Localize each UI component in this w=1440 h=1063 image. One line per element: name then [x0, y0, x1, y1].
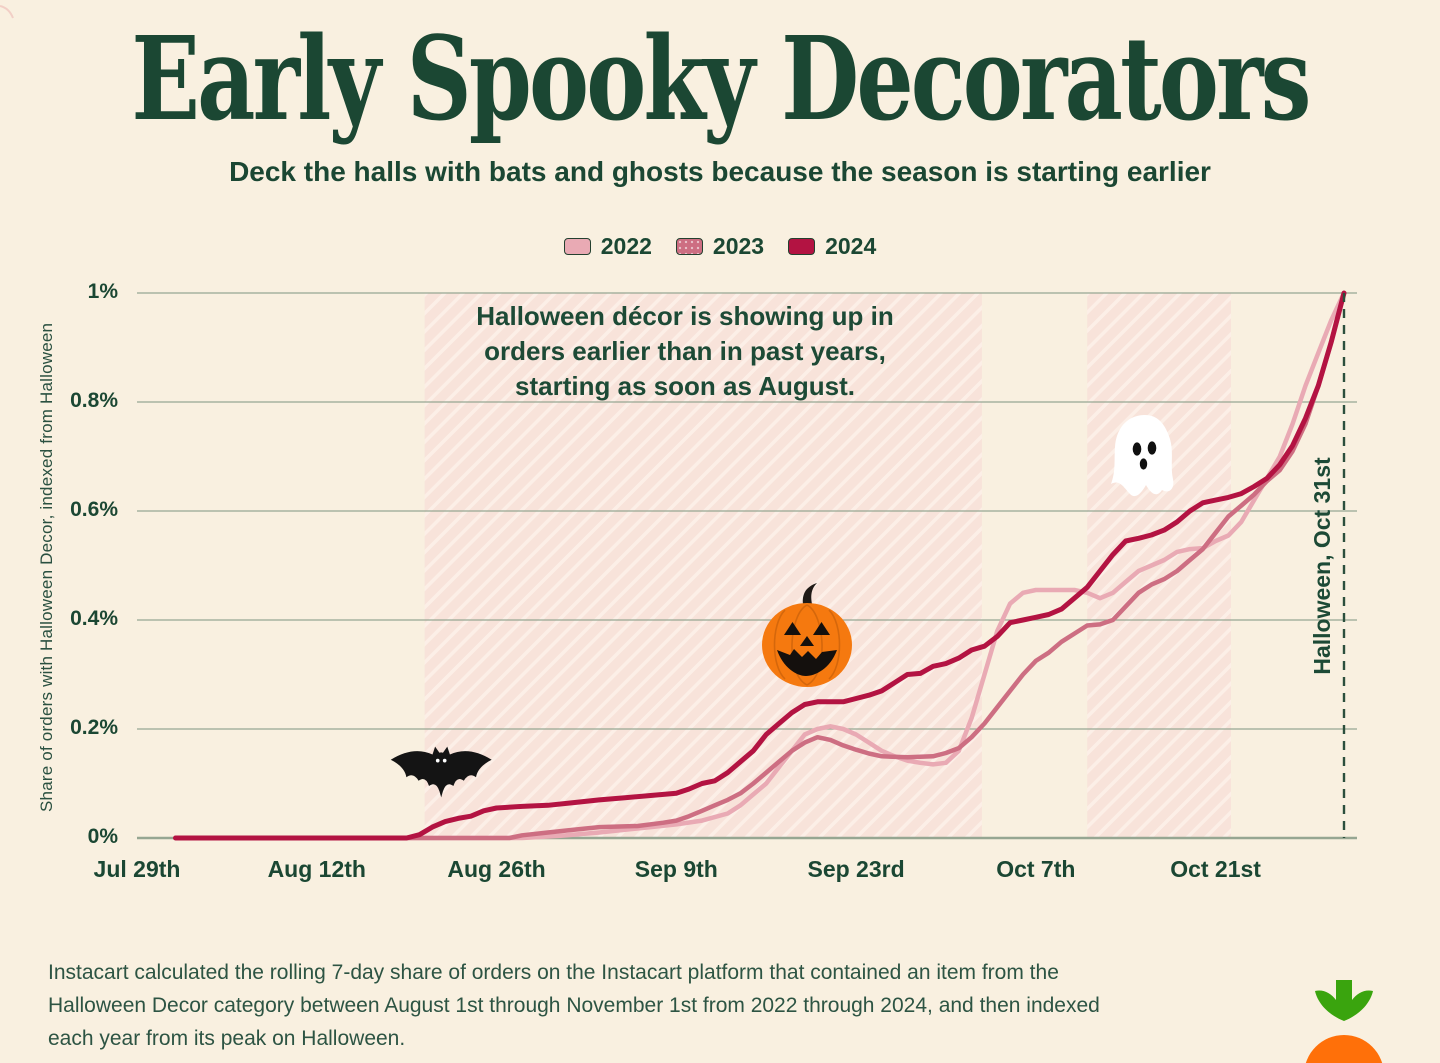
methodology-note: Instacart calculated the rolling 7-day s…	[48, 961, 1100, 1050]
y-tick-0%: 0%	[87, 825, 118, 848]
x-tick-Aug-12th: Aug 12th	[267, 856, 366, 882]
bat-icon	[390, 746, 492, 798]
legend-label-2024: 2024	[825, 233, 877, 259]
y-tick-0.4%: 0.4%	[70, 607, 118, 630]
x-tick-Oct-21st: Oct 21st	[1170, 856, 1261, 882]
y-axis-title: Share of orders with Halloween Decor, in…	[37, 322, 56, 813]
x-tick-Jul-29th: Jul 29th	[93, 856, 181, 882]
legend-label-2023: 2023	[712, 233, 765, 259]
subtitle: Deck the halls with bats and ghosts beca…	[229, 156, 1211, 187]
y-tick-0.2%: 0.2%	[70, 716, 118, 739]
legend-item-2023: 2023	[675, 233, 765, 260]
y-tick-1%: 1%	[87, 280, 118, 303]
series-line-2024	[173, 290, 1347, 841]
shaded-bands	[424, 293, 1232, 838]
pumpkin-icon	[762, 583, 852, 687]
x-tick-Aug-26th: Aug 26th	[447, 856, 546, 882]
carrot-leaf-arrow-icon	[1315, 980, 1373, 1021]
y-tick-0.8%: 0.8%	[70, 389, 118, 412]
x-tick-Oct-7th: Oct 7th	[996, 856, 1076, 882]
chart-annotation: Halloween décor is showing up in orders …	[476, 301, 894, 401]
legend-item-2024: 2024	[788, 233, 876, 260]
series-line-2023	[173, 290, 1347, 841]
corner-artifact	[0, 5, 14, 19]
ghost-icon	[1111, 415, 1174, 497]
instacart-carrot-logo	[1305, 980, 1383, 1063]
carrot-top-icon	[1305, 1035, 1383, 1063]
data-series	[173, 290, 1347, 841]
hatched-band-1	[424, 293, 982, 838]
gridlines	[137, 292, 1357, 840]
legend-swatch-2024	[788, 238, 816, 255]
hatched-band-2	[1087, 293, 1232, 838]
y-tick-0.6%: 0.6%	[70, 498, 118, 521]
legend-swatch-2023	[675, 238, 703, 255]
series-line-2022	[173, 290, 1347, 841]
page-title: Early Spooky Decorators	[131, 11, 1311, 148]
x-tick-Sep-9th: Sep 9th	[634, 856, 718, 882]
legend-label-2022: 2022	[600, 233, 652, 259]
legend-item-2022: 2022	[563, 233, 652, 260]
legend: 2022 2023 2024	[0, 233, 1440, 260]
legend-swatch-2022	[563, 238, 591, 255]
x-tick-Sep-23rd: Sep 23rd	[807, 856, 905, 882]
halloween-line-label: Halloween, Oct 31st	[1309, 457, 1335, 675]
